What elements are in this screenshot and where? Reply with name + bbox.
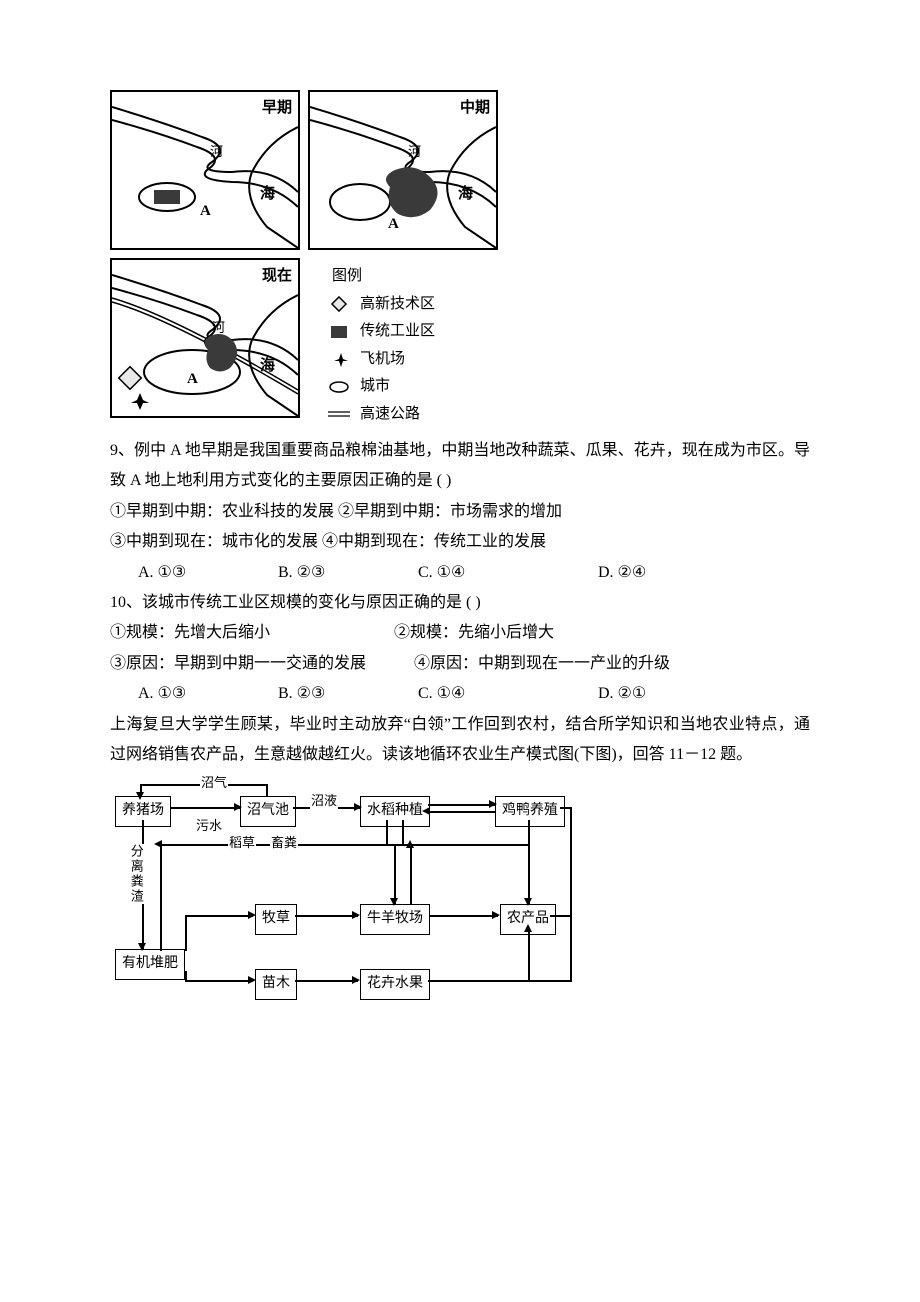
label-a-2: A — [388, 210, 399, 239]
q10-opt-a[interactable]: A. ①③ — [138, 679, 278, 709]
q9-opt-a[interactable]: A. ①③ — [138, 558, 278, 588]
q9-line2: ①早期到中期：农业科技的发展 ②早期到中期：市场需求的增加 — [110, 497, 810, 527]
map-title-mid: 中期 — [460, 94, 490, 123]
legend-airport: 飞机场 — [328, 347, 498, 373]
q10-options: A. ①③ B. ②③ C. ①④ D. ②① — [110, 679, 810, 709]
map-panel-early: 早期 河 海 A — [110, 90, 300, 250]
square-icon — [328, 325, 350, 339]
flow-diagram: 养猪场 沼气池 水稻种植 鸡鸭养殖 牧草 牛羊牧场 农产品 有机堆肥 苗木 花卉… — [110, 774, 610, 1014]
node-rice: 水稻种植 — [360, 796, 430, 827]
legend-highway: 高速公路 — [328, 402, 498, 428]
lbl-straw: 稻草 — [228, 831, 256, 856]
label-river-3: 河 — [212, 316, 225, 341]
q10-stem: 10、该城市传统工业区规模的变化与原因正确的是 ( ) — [110, 588, 810, 618]
legend-hitech-label: 高新技术区 — [360, 292, 435, 318]
q10-s1: ①规模：先增大后缩小 — [110, 618, 390, 648]
legend-highway-label: 高速公路 — [360, 402, 420, 428]
legend-traditional: 传统工业区 — [328, 319, 498, 345]
lbl-separate: 分离粪渣 — [122, 844, 149, 904]
maps-row-2: 现在 河 海 A 图例 — [110, 258, 810, 418]
map-panel-mid: 中期 河 海 A — [308, 90, 498, 250]
q9-options: A. ①③ B. ②③ C. ①④ D. ②④ — [110, 558, 810, 588]
legend-city-label: 城市 — [360, 374, 390, 400]
q10-line2: ①规模：先增大后缩小 ②规模：先缩小后增大 — [110, 618, 810, 648]
map-panels: 早期 河 海 A 中期 河 海 A — [110, 90, 810, 418]
map-panel-now: 现在 河 海 A — [110, 258, 300, 418]
label-river-2: 河 — [408, 140, 421, 165]
legend-city: 城市 — [328, 374, 498, 400]
double-line-icon — [328, 409, 350, 419]
label-sea-3: 海 — [260, 352, 275, 381]
node-sapling: 苗木 — [255, 969, 297, 1000]
node-biogas: 沼气池 — [240, 796, 296, 827]
q10-s4: ④原因：中期到现在一一产业的升级 — [414, 655, 670, 672]
q9-line3: ③中期到现在：城市化的发展 ④中期到现在：传统工业的发展 — [110, 527, 810, 557]
maps-row-1: 早期 河 海 A 中期 河 海 A — [110, 90, 810, 250]
node-poultry: 鸡鸭养殖 — [495, 796, 565, 827]
lbl-slurry: 沼液 — [310, 789, 338, 814]
legend-traditional-label: 传统工业区 — [360, 319, 435, 345]
map-title-early: 早期 — [262, 94, 292, 123]
diamond-icon — [328, 295, 350, 313]
lbl-biogas-gas: 沼气 — [200, 771, 228, 796]
legend-airport-label: 飞机场 — [360, 347, 405, 373]
q10-opt-c[interactable]: C. ①④ — [418, 679, 598, 709]
map-legend: 图例 高新技术区 传统工业区 飞机场 — [308, 258, 498, 418]
node-grass: 牧草 — [255, 904, 297, 935]
q10-s3: ③原因：早期到中期一一交通的发展 — [110, 649, 410, 679]
q10-opt-d[interactable]: D. ②① — [598, 679, 646, 709]
node-compost: 有机堆肥 — [115, 949, 185, 980]
label-a-3: A — [187, 365, 198, 394]
label-river-1: 河 — [210, 140, 223, 165]
q9-stem: 9、例中 A 地早期是我国重要商品粮棉油基地，中期当地改种蔬菜、瓜果、花卉，现在… — [110, 436, 810, 497]
q9-opt-b[interactable]: B. ②③ — [278, 558, 418, 588]
q9-opt-d[interactable]: D. ②④ — [598, 558, 646, 588]
q10-s2: ②规模：先缩小后增大 — [394, 624, 554, 641]
q9-opt-c[interactable]: C. ①④ — [418, 558, 598, 588]
airplane-icon — [328, 350, 350, 368]
lbl-sewage: 污水 — [195, 814, 223, 839]
node-flower: 花卉水果 — [360, 969, 430, 1000]
map-title-now: 现在 — [262, 262, 292, 291]
legend-hitech: 高新技术区 — [328, 292, 498, 318]
ellipse-icon — [328, 380, 350, 394]
passage-text: 上海复旦大学学生顾某，毕业时主动放弃“白领”工作回到农村，结合所学知识和当地农业… — [110, 710, 810, 771]
lbl-manure: 畜粪 — [270, 831, 298, 856]
label-a-1: A — [200, 197, 211, 226]
label-sea-2: 海 — [458, 180, 473, 209]
legend-title: 图例 — [332, 264, 498, 290]
node-cattle: 牛羊牧场 — [360, 904, 430, 935]
label-sea-1: 海 — [260, 180, 275, 209]
q10-opt-b[interactable]: B. ②③ — [278, 679, 418, 709]
q10-line3: ③原因：早期到中期一一交通的发展 ④原因：中期到现在一一产业的升级 — [110, 649, 810, 679]
